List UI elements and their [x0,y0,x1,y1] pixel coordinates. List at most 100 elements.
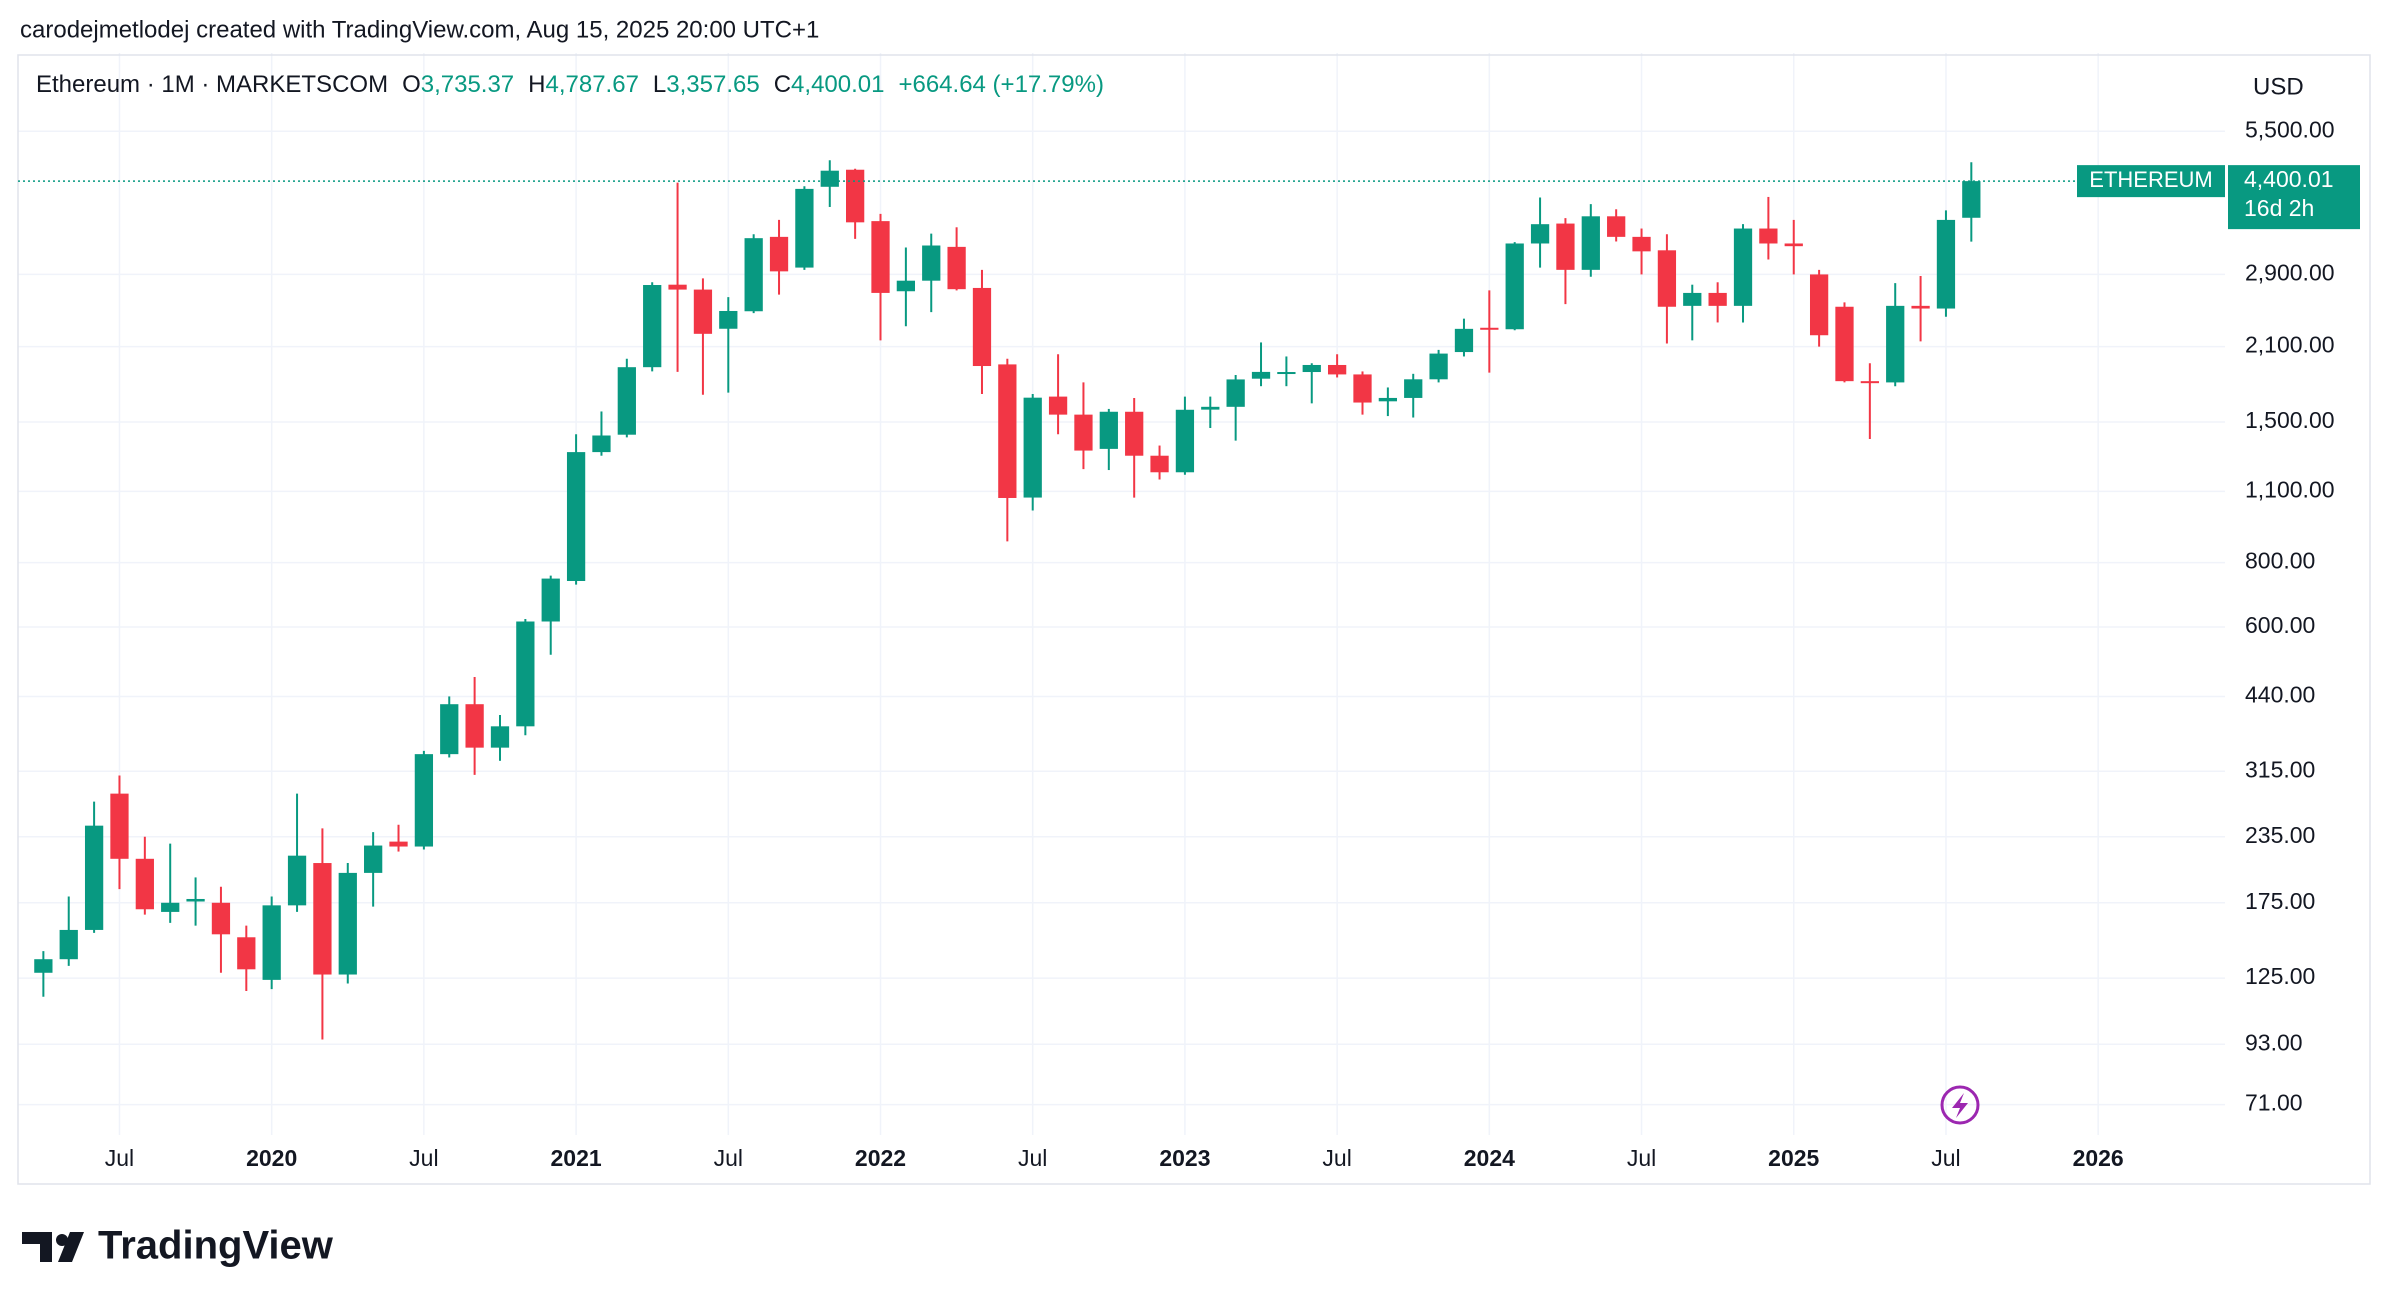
candle-body [1175,409,1195,473]
y-tick-label: 5,500.00 [2245,116,2335,142]
candle-body [161,902,180,912]
candle-body [617,367,636,435]
legend-value: 4,400.01 [791,71,884,98]
candle-body [1226,379,1245,407]
candle-body [643,285,662,368]
candle-body [1353,374,1372,403]
candle-body [1581,216,1600,270]
candle-body [516,621,535,727]
price-tag-value: 4,400.01 [2244,166,2334,192]
candle-body [896,280,916,292]
legend-value: 4,787.67 [546,71,639,98]
x-tick-label: Jul [105,1145,134,1171]
candle-body [84,825,104,930]
x-tick-label: Jul [1627,1145,1656,1171]
candle-body [1454,328,1474,353]
candle-body [668,284,687,290]
candle-body [135,858,154,910]
candle-body [1505,243,1524,330]
y-tick-label: 175.00 [2245,888,2315,914]
candle-body [34,959,53,973]
legend-change: +664.64 (+17.79%) [898,71,1104,98]
y-tick-label: 1,500.00 [2245,407,2335,433]
candle-body [998,364,1017,498]
candle-body [1074,414,1093,451]
candle-body [1099,411,1118,449]
y-tick-label: 93.00 [2245,1029,2303,1055]
series-label-box [2077,165,2225,198]
y-tick-label: 315.00 [2245,756,2315,782]
candle-body [1784,243,1803,247]
candle-body [693,289,713,334]
candle-body [1911,305,1930,309]
candle-body [211,902,231,935]
brand: TradingView [98,1224,334,1268]
y-tick-label: 1,100.00 [2245,476,2335,502]
candle-body [820,170,839,187]
candle-body [1708,292,1727,306]
candle-body [490,726,510,748]
candle-body [59,929,78,960]
x-tick-label: 2021 [551,1145,602,1171]
candle-body [313,863,332,975]
candle-body [287,855,307,906]
legend-key: L [653,71,666,98]
candle-body [1835,306,1854,382]
x-tick-label: 2022 [855,1145,906,1171]
candle-body [1251,371,1271,379]
y-tick-label: 800.00 [2245,548,2315,574]
candle-body [262,905,281,980]
candle-body [1809,274,1829,336]
candle-body [719,310,738,329]
x-tick-label: Jul [714,1145,743,1171]
candle-body [1733,228,1753,306]
lightning-icon [1940,1085,1980,1125]
chart-frame [17,54,2371,1185]
currency: USD [2253,73,2304,100]
candles [34,160,1981,1040]
candle-body [592,435,611,453]
y-tick-label: 235.00 [2245,822,2315,848]
candle-body [1480,327,1499,330]
legend-value: 3,357.65 [666,71,759,98]
candle-body [871,221,890,293]
candle-body [1023,397,1042,498]
y-tick-label: 2,900.00 [2245,260,2335,286]
candle-body [1048,396,1068,415]
y-tick-label: 71.00 [2245,1090,2303,1116]
x-tick-label: 2024 [1464,1145,1515,1171]
candle-body [186,898,205,902]
candle-body [1125,411,1144,456]
grid [18,53,2225,1135]
candle-body [744,238,763,312]
candle-body [1150,455,1169,473]
candle-body [465,704,484,748]
y-tick-label: 600.00 [2245,612,2315,638]
candle-body [440,704,459,755]
candle-body [237,937,256,970]
candle-body [110,793,129,859]
candle-body [1201,406,1220,410]
candle-body [846,169,865,223]
y-tick-label: 440.00 [2245,682,2315,708]
candle-body [1404,379,1423,398]
candle-body [1277,372,1296,375]
candle-body [338,872,357,975]
legend-key: O [402,71,421,98]
legend-key: H [528,71,545,98]
candle-body [1860,381,1879,384]
candle-body [795,188,814,268]
x-tick-label: 2023 [1159,1145,1210,1171]
y-tick-label: 2,100.00 [2245,332,2335,358]
price-tag [2228,165,2360,230]
legend-value: 3,735.37 [421,71,514,98]
legend-title: Ethereum · 1M · MARKETSCOM [36,71,388,98]
candle-body [922,245,941,281]
x-tick-label: 2020 [246,1145,297,1171]
legend: Ethereum · 1M · MARKETSCOM O3,735.37 H4,78… [36,71,1104,98]
x-tick-label: Jul [1018,1145,1047,1171]
candle-body [1759,228,1778,244]
candle-body [1530,224,1550,244]
